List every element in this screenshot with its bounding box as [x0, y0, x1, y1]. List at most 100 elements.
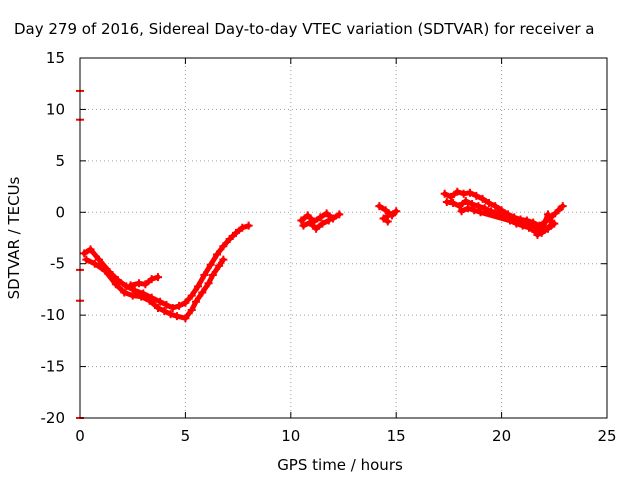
data-point	[543, 210, 552, 219]
plot-frame	[79, 57, 608, 419]
data-point	[206, 260, 215, 269]
data-point	[135, 279, 144, 288]
data-point	[324, 216, 333, 225]
data-point	[145, 296, 154, 305]
data-point	[303, 211, 312, 220]
data-point	[381, 206, 390, 215]
data-point	[463, 204, 472, 213]
data-point	[392, 207, 401, 216]
data-point	[474, 202, 483, 211]
data-point	[141, 280, 150, 289]
grid-layer	[80, 58, 607, 418]
data-point	[166, 310, 175, 319]
data-point	[86, 245, 95, 254]
y-tick-label: 15	[46, 49, 65, 67]
data-point	[153, 303, 162, 312]
data-point	[194, 282, 203, 291]
x-tick-label: 20	[492, 427, 511, 445]
y-tick-label: 10	[46, 100, 65, 118]
data-point	[537, 225, 546, 234]
data-point	[449, 199, 458, 208]
chart-title: Day 279 of 2016, Sidereal Day-to-day VTE…	[14, 20, 595, 38]
data-point	[548, 220, 557, 229]
y-tick-label: 0	[55, 203, 65, 221]
data-point	[465, 188, 474, 197]
data-point	[147, 275, 156, 284]
data-point	[472, 191, 481, 200]
data-point	[215, 261, 224, 270]
data-point	[128, 291, 137, 300]
data-point	[484, 199, 493, 208]
data-point	[191, 297, 200, 306]
x-tick-label: 25	[597, 427, 616, 445]
data-point	[478, 194, 487, 203]
data-point	[442, 198, 451, 206]
data-point	[94, 255, 103, 264]
x-axis-label: GPS time / hours	[277, 456, 403, 474]
data-point	[455, 202, 464, 211]
data-point	[162, 300, 171, 309]
x-tick-label: 0	[75, 427, 85, 445]
data-point	[459, 189, 468, 198]
data-point	[375, 202, 384, 211]
data-point	[238, 223, 247, 232]
data-point	[316, 213, 325, 222]
data-point	[101, 266, 110, 275]
data-point	[187, 306, 196, 314]
data-point	[491, 202, 500, 211]
data-point	[387, 211, 396, 220]
data-point	[204, 279, 213, 288]
data-point	[305, 218, 314, 227]
tick-layer: 0 5 10 15 20 25 -20 -15 -10 -5 0 5 10 15	[41, 49, 617, 445]
data-point	[168, 303, 177, 312]
data-point	[225, 235, 234, 244]
data-point	[480, 204, 489, 213]
data-point	[181, 314, 190, 323]
data-point	[379, 214, 388, 223]
data-point	[297, 216, 306, 225]
y-tick-label: 5	[55, 152, 65, 170]
data-point	[82, 255, 91, 264]
data-point	[198, 288, 207, 297]
data-point	[120, 288, 129, 297]
x-tick-label: 5	[181, 427, 191, 445]
data-point	[554, 206, 563, 215]
data-point	[312, 224, 321, 233]
data-point	[299, 221, 308, 230]
data-point	[335, 210, 344, 219]
y-tick-label: -20	[41, 409, 66, 427]
data-point	[461, 196, 470, 205]
data-point	[181, 298, 190, 307]
data-point	[470, 206, 479, 215]
series-trace	[81, 223, 252, 311]
x-tick-label: 15	[387, 427, 406, 445]
data-point	[130, 286, 139, 295]
data-point	[231, 228, 240, 237]
data-layer	[76, 89, 567, 419]
data-point	[476, 208, 485, 217]
data-point	[244, 221, 253, 230]
data-point	[208, 271, 217, 280]
data-point	[175, 301, 184, 310]
y-tick-label: -10	[41, 306, 66, 324]
series-trace	[83, 257, 226, 321]
data-point	[126, 281, 135, 290]
data-point	[558, 202, 567, 211]
data-point	[90, 259, 99, 268]
data-point	[172, 312, 181, 321]
y-tick-label: -5	[50, 255, 65, 273]
data-point	[440, 189, 449, 198]
data-point	[468, 200, 477, 209]
data-point	[213, 250, 222, 259]
y-tick-label: -15	[41, 358, 66, 376]
data-point	[318, 219, 327, 228]
data-point	[457, 207, 466, 216]
data-point	[533, 230, 542, 239]
data-point	[153, 273, 162, 282]
data-point	[200, 271, 209, 280]
data-point	[160, 307, 169, 316]
data-point	[447, 192, 456, 201]
data-point	[322, 209, 331, 218]
data-point	[137, 292, 146, 301]
